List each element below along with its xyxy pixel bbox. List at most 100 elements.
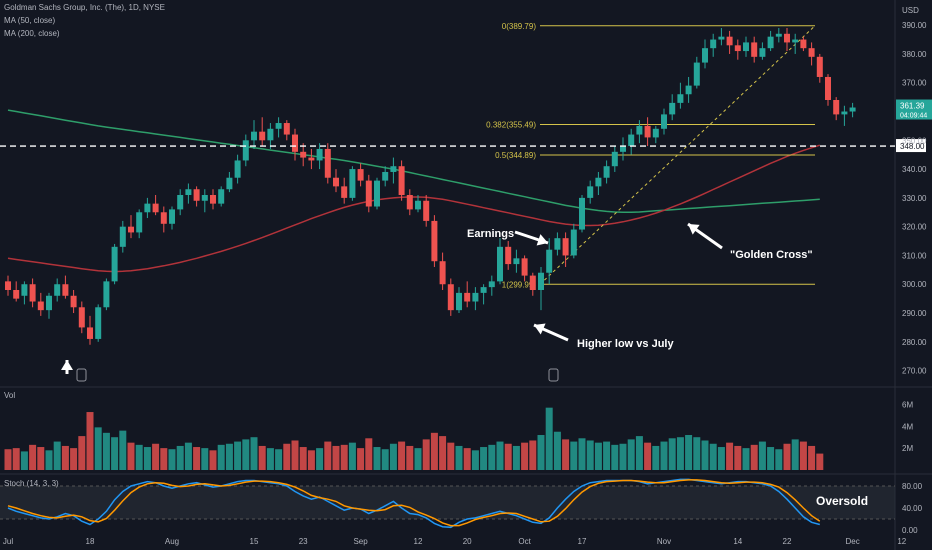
volume-bar[interactable] xyxy=(307,450,315,470)
volume-bar[interactable] xyxy=(808,445,816,470)
candle-body[interactable] xyxy=(816,56,823,77)
ma50-legend[interactable]: MA (50, close) xyxy=(4,16,56,25)
volume-bar[interactable] xyxy=(660,441,668,470)
candle-body[interactable] xyxy=(472,292,479,302)
candle-body[interactable] xyxy=(382,171,389,181)
volume-bar[interactable] xyxy=(537,435,545,470)
candle-body[interactable] xyxy=(767,36,774,49)
fib-retracement[interactable]: 0(389.79) 0.382(355.49) 0.5(344.89) 1(299.9… xyxy=(486,22,816,290)
volume-bar[interactable] xyxy=(775,449,783,470)
candle-body[interactable] xyxy=(488,281,495,288)
stoch-pane[interactable]: Stoch (14, 3, 3) 80.00 40.00 0.00 Oversold xyxy=(0,478,923,535)
candle-body[interactable] xyxy=(521,258,528,276)
volume-bar[interactable] xyxy=(668,438,676,470)
volume-bar[interactable] xyxy=(562,439,570,470)
volume-bar[interactable] xyxy=(480,447,488,470)
candle-body[interactable] xyxy=(193,189,200,201)
candle-body[interactable] xyxy=(759,48,766,57)
volume-bar[interactable] xyxy=(242,439,250,470)
volume-bar[interactable] xyxy=(430,432,438,470)
candle-body[interactable] xyxy=(595,177,602,187)
candle-body[interactable] xyxy=(554,238,561,250)
horizontal-line[interactable]: 348.00 xyxy=(0,139,926,153)
earnings-marker-icon[interactable] xyxy=(548,368,559,382)
candle-body[interactable] xyxy=(201,195,208,201)
volume-bar[interactable] xyxy=(570,441,578,470)
volume-bar[interactable] xyxy=(512,445,520,470)
candle-body[interactable] xyxy=(251,131,257,141)
candle-body[interactable] xyxy=(111,246,118,282)
candle-body[interactable] xyxy=(95,307,102,339)
candle-body[interactable] xyxy=(423,200,430,221)
volume-bar[interactable] xyxy=(266,448,274,470)
candle-body[interactable] xyxy=(693,62,700,86)
candle-body[interactable] xyxy=(702,48,708,63)
candle-body[interactable] xyxy=(669,102,676,115)
volume-bar[interactable] xyxy=(644,442,652,470)
candle-body[interactable] xyxy=(177,195,184,210)
volume-bar[interactable] xyxy=(12,448,20,470)
candle-body[interactable] xyxy=(259,131,266,141)
volume-bar[interactable] xyxy=(496,441,504,470)
candle-body[interactable] xyxy=(218,189,225,204)
volume-bar[interactable] xyxy=(78,436,86,470)
candle-body[interactable] xyxy=(603,166,610,178)
volume-bar[interactable] xyxy=(578,438,586,470)
fib-trend-line[interactable] xyxy=(539,25,816,285)
volume-bar[interactable] xyxy=(20,451,28,470)
volume-bar[interactable] xyxy=(357,448,365,470)
candle-body[interactable] xyxy=(333,177,339,187)
candle-body[interactable] xyxy=(210,195,216,204)
volume-bar[interactable] xyxy=(70,448,78,470)
candle-body[interactable] xyxy=(5,281,11,290)
candle-body[interactable] xyxy=(677,94,684,103)
volume-bar[interactable] xyxy=(767,447,775,470)
candle-body[interactable] xyxy=(661,114,667,129)
volume-bar[interactable] xyxy=(529,440,537,470)
candle-body[interactable] xyxy=(529,275,536,290)
volume-bar[interactable] xyxy=(463,448,471,470)
candle-body[interactable] xyxy=(398,166,405,195)
volume-bar[interactable] xyxy=(373,447,381,470)
volume-pane[interactable]: Vol 6M 4M 2M xyxy=(4,391,913,470)
candle-body[interactable] xyxy=(103,281,110,308)
candle-body[interactable] xyxy=(341,186,348,198)
candle-body[interactable] xyxy=(144,203,151,213)
candle-body[interactable] xyxy=(300,151,307,158)
volume-bar[interactable] xyxy=(86,412,94,470)
volume-bar[interactable] xyxy=(389,443,397,470)
candle-body[interactable] xyxy=(70,295,77,308)
candle-body[interactable] xyxy=(808,48,815,57)
candle-body[interactable] xyxy=(431,220,438,262)
candle-body[interactable] xyxy=(620,146,626,152)
candle-body[interactable] xyxy=(390,166,397,172)
volume-bar[interactable] xyxy=(447,442,455,470)
volume-bar[interactable] xyxy=(750,444,758,470)
candle-body[interactable] xyxy=(349,169,356,198)
candle-body[interactable] xyxy=(415,200,421,210)
volume-bar[interactable] xyxy=(332,445,340,470)
candle-body[interactable] xyxy=(439,261,446,285)
volume-bar[interactable] xyxy=(791,439,799,470)
volume-bar[interactable] xyxy=(611,444,619,470)
candle-body[interactable] xyxy=(825,76,831,100)
candle-body[interactable] xyxy=(497,246,503,282)
volume-bar[interactable] xyxy=(488,444,496,470)
candle-body[interactable] xyxy=(29,284,36,302)
ma200-legend[interactable]: MA (200, close) xyxy=(4,29,60,38)
candle-body[interactable] xyxy=(726,36,733,46)
candle-body[interactable] xyxy=(54,284,61,296)
volume-bar[interactable] xyxy=(594,442,602,470)
volume-bar[interactable] xyxy=(717,447,725,470)
candle-body[interactable] xyxy=(406,195,413,210)
candle-body[interactable] xyxy=(447,284,454,311)
volume-bar[interactable] xyxy=(45,450,53,470)
volume-bar[interactable] xyxy=(283,443,291,470)
candle-body[interactable] xyxy=(46,295,52,311)
candle-body[interactable] xyxy=(242,140,249,161)
volume-bar[interactable] xyxy=(193,447,201,470)
volume-bar[interactable] xyxy=(799,441,807,470)
volume-bar[interactable] xyxy=(102,432,110,470)
volume-bar[interactable] xyxy=(693,437,701,470)
